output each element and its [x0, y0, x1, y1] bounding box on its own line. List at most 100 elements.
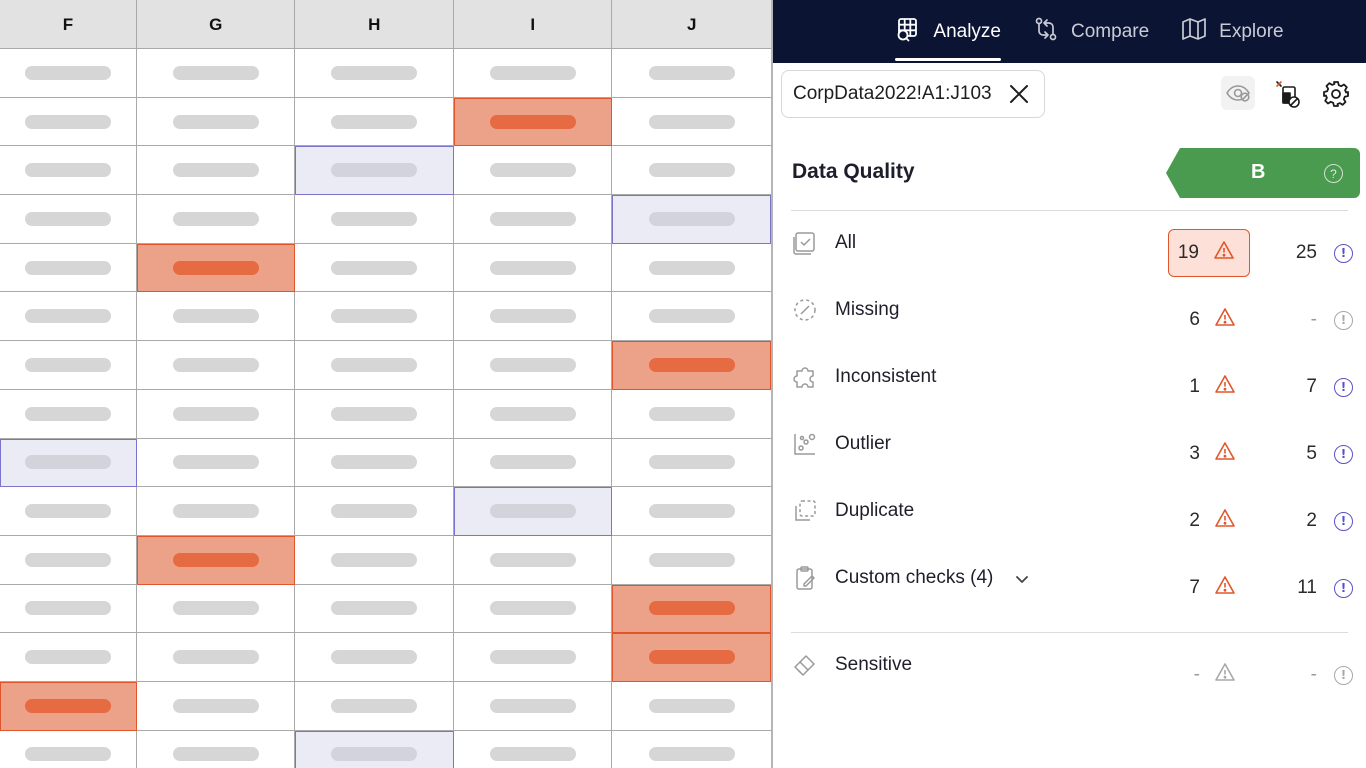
column-header[interactable]: J	[687, 14, 697, 34]
cell-flagged[interactable]	[453, 97, 613, 147]
cell[interactable]	[136, 584, 296, 634]
cell[interactable]	[136, 487, 296, 536]
cell[interactable]	[453, 341, 613, 390]
check-row-missing[interactable]: Missing 6 -!	[773, 286, 1366, 353]
cell-selected[interactable]	[453, 487, 613, 536]
cell[interactable]	[295, 195, 454, 244]
sheet-settings-icon[interactable]	[1273, 79, 1303, 109]
cell[interactable]	[453, 243, 613, 293]
cell[interactable]	[454, 730, 613, 768]
cell[interactable]	[0, 243, 137, 293]
cell[interactable]	[295, 535, 454, 585]
cell[interactable]	[295, 681, 454, 731]
cell[interactable]	[453, 195, 613, 244]
cell[interactable]	[295, 389, 454, 439]
cell[interactable]	[0, 633, 137, 682]
cell[interactable]	[295, 633, 454, 682]
cell[interactable]	[453, 535, 613, 585]
cell[interactable]	[612, 390, 771, 439]
check-row-inconsistent[interactable]: Inconsistent 1 7!	[773, 353, 1366, 420]
tab-explore[interactable]: Explore	[1165, 0, 1299, 63]
cell[interactable]	[0, 730, 137, 768]
check-row-sensitive[interactable]: Sensitive - - !	[773, 641, 1366, 708]
cell[interactable]	[453, 49, 613, 98]
issue-count[interactable]: 6	[1168, 296, 1250, 344]
cell[interactable]	[612, 244, 771, 293]
info-count[interactable]: 25!	[1273, 229, 1353, 277]
check-row-duplicate[interactable]: Duplicate 2 2!	[773, 487, 1366, 554]
issue-count[interactable]: 3	[1168, 430, 1250, 478]
cell[interactable]	[0, 487, 137, 536]
cell[interactable]	[612, 439, 771, 488]
check-row-outlier[interactable]: Outlier 3 5!	[773, 420, 1366, 487]
cell[interactable]	[136, 633, 296, 682]
cell-selected[interactable]	[612, 195, 771, 244]
cell[interactable]	[136, 49, 296, 98]
issue-count[interactable]: -	[1168, 651, 1250, 699]
cell[interactable]	[0, 49, 137, 98]
check-row-all[interactable]: All 19 25!	[773, 219, 1366, 286]
cell-flagged[interactable]	[136, 535, 296, 585]
cell-grid[interactable]	[0, 49, 771, 768]
cell-flagged[interactable]	[612, 584, 771, 634]
cell[interactable]	[295, 584, 454, 634]
info-count[interactable]: 7!	[1273, 363, 1353, 411]
cell[interactable]	[453, 292, 613, 342]
cell-flagged[interactable]	[0, 681, 137, 731]
check-row-custom-checks-4[interactable]: Custom checks (4) 7 11!	[773, 554, 1366, 621]
cell[interactable]	[0, 97, 137, 147]
issue-count[interactable]: 2	[1168, 497, 1250, 545]
column-header[interactable]: G	[137, 0, 296, 49]
help-icon[interactable]: ?	[1324, 164, 1343, 183]
cell[interactable]	[612, 146, 771, 196]
cell-flagged[interactable]	[612, 341, 771, 390]
cell[interactable]	[453, 633, 613, 682]
cell-selected[interactable]	[295, 146, 454, 196]
info-count[interactable]: 11!	[1273, 564, 1353, 612]
cell[interactable]	[453, 146, 613, 196]
info-count[interactable]: 2!	[1273, 497, 1353, 545]
cell-flagged[interactable]	[136, 243, 296, 293]
cell[interactable]	[136, 146, 296, 196]
cell[interactable]	[453, 389, 613, 439]
grade-badge[interactable]: B ?	[1166, 148, 1360, 198]
cell[interactable]	[0, 146, 137, 196]
cell[interactable]	[612, 49, 771, 98]
cell[interactable]	[295, 97, 454, 147]
cell[interactable]	[136, 438, 296, 488]
cell-selected[interactable]	[295, 730, 454, 768]
close-icon[interactable]	[1008, 83, 1030, 105]
cell[interactable]	[295, 49, 454, 98]
column-header[interactable]: F	[0, 0, 137, 49]
issue-count[interactable]: 7	[1168, 564, 1250, 612]
cell[interactable]	[136, 292, 296, 342]
cell[interactable]	[612, 536, 771, 585]
cell[interactable]	[136, 195, 296, 244]
cell[interactable]	[612, 98, 771, 147]
cell[interactable]	[0, 195, 137, 244]
issue-count[interactable]: 19	[1168, 229, 1250, 277]
cell[interactable]	[295, 487, 454, 536]
tab-analyze[interactable]: Analyze	[879, 0, 1017, 63]
range-chip[interactable]: CorpData2022!A1:J103	[781, 70, 1045, 118]
cell[interactable]	[0, 535, 137, 585]
cell[interactable]	[295, 292, 454, 342]
cell[interactable]	[295, 438, 454, 488]
cell[interactable]	[453, 584, 613, 634]
info-count[interactable]: 5!	[1273, 430, 1353, 478]
gear-icon[interactable]	[1321, 79, 1351, 109]
cell[interactable]	[0, 584, 137, 634]
cell[interactable]	[612, 731, 771, 768]
cell[interactable]	[136, 681, 296, 731]
info-count[interactable]: - !	[1273, 651, 1353, 699]
cell[interactable]	[136, 341, 296, 390]
chevron-down-icon[interactable]	[1013, 570, 1031, 588]
cell[interactable]	[295, 341, 454, 390]
cell[interactable]	[612, 682, 771, 731]
cell[interactable]	[0, 292, 137, 342]
cell[interactable]	[612, 292, 771, 342]
cell[interactable]	[136, 389, 296, 439]
eye-off-icon[interactable]	[1221, 76, 1255, 110]
cell[interactable]	[612, 487, 771, 536]
